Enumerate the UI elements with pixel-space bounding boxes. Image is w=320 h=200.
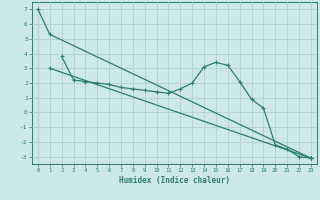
X-axis label: Humidex (Indice chaleur): Humidex (Indice chaleur) xyxy=(119,176,230,185)
